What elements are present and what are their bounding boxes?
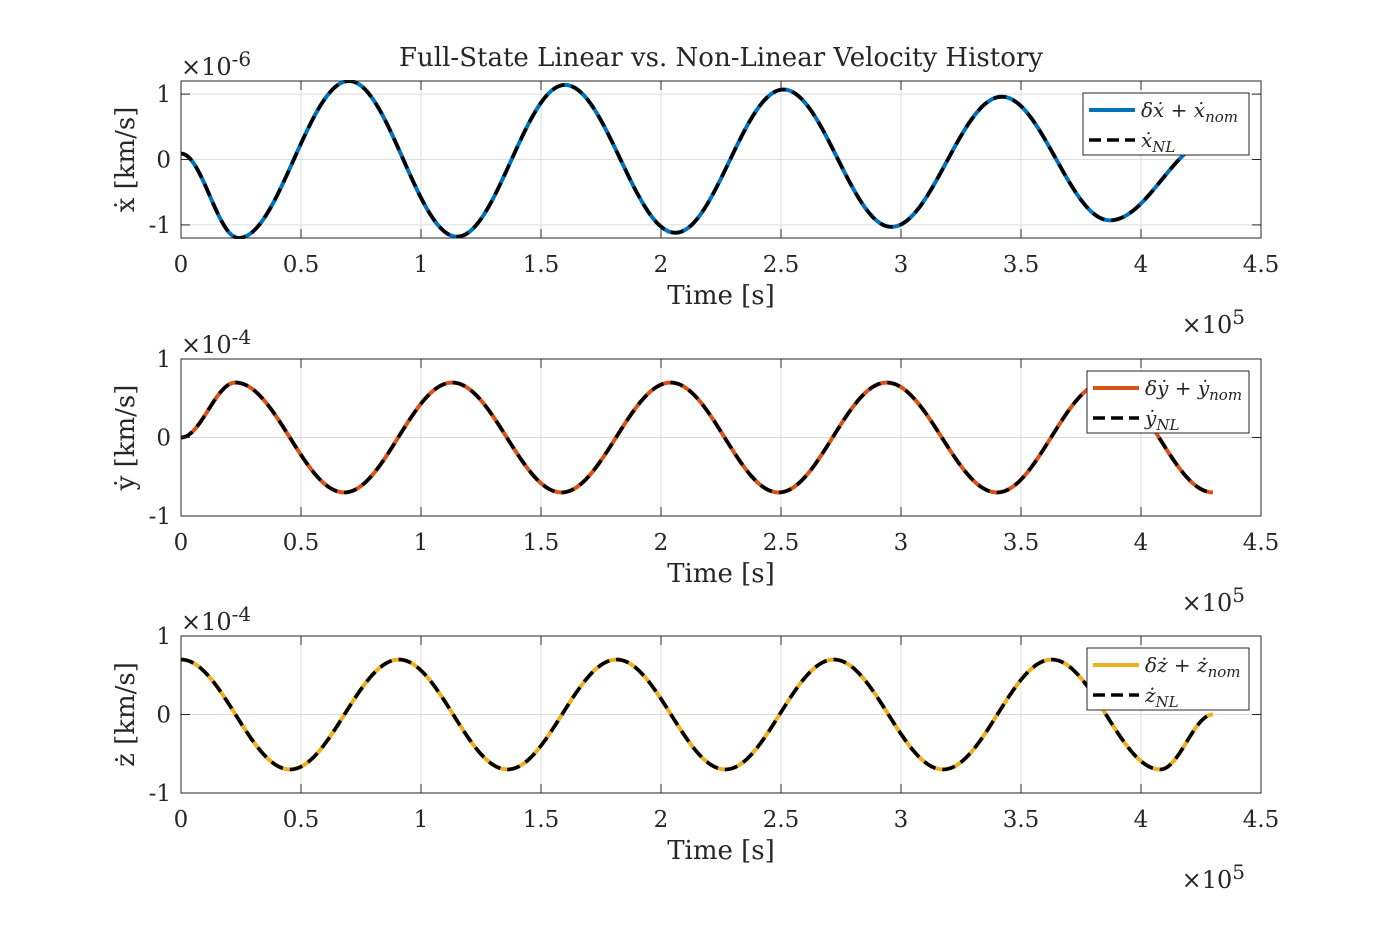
series-line-nonlinear [181, 380, 1214, 495]
y-tick-label: 0 [156, 148, 171, 174]
x-tick-label: 0 [174, 807, 189, 833]
x-tick-label: 0 [174, 252, 189, 278]
x-tick-label: 0.5 [283, 807, 320, 833]
x-tick-label: 0.5 [283, 530, 320, 556]
series-group [181, 380, 1214, 495]
y-axis-label: ẏ [km/s] [111, 385, 141, 492]
legend-subscript: nom [1209, 386, 1242, 404]
x-tick-label: 4.5 [1243, 252, 1280, 278]
series-line-nonlinear [181, 80, 1214, 239]
x-axis-label: Time [s] [667, 559, 775, 589]
x-exponent-power: 5 [1232, 305, 1245, 329]
legend-subscript: NL [1151, 138, 1175, 156]
y-tick-label: 1 [156, 82, 171, 108]
y-tick-label: -1 [149, 504, 171, 530]
legend-box [1086, 370, 1250, 434]
x-tick-label: 1 [414, 530, 429, 556]
x-tick-label: 0 [174, 530, 189, 556]
x-tick-label: 3.5 [1003, 807, 1040, 833]
y-tick-label: -1 [149, 213, 171, 239]
x-exponent-label: ×105 [1182, 305, 1245, 339]
x-axis-label: Time [s] [667, 836, 775, 866]
y-tick-label: -1 [149, 781, 171, 807]
x-exponent-power: 5 [1232, 860, 1245, 884]
x-tick-label: 4 [1134, 252, 1149, 278]
x-axis-label: Time [s] [667, 281, 775, 311]
legend-subscript: NL [1155, 693, 1179, 711]
y-tick-label: 1 [156, 347, 171, 373]
series-group [181, 80, 1214, 239]
legend-entry: δẋ + ẋnom [1141, 98, 1238, 126]
x-tick-label: 2.5 [763, 530, 800, 556]
legend-subscript: nom [1205, 108, 1238, 126]
x-tick-label: 3.5 [1003, 252, 1040, 278]
x-tick-label: 4 [1134, 530, 1149, 556]
x-tick-label: 3.5 [1003, 530, 1040, 556]
legend-box [1082, 92, 1250, 156]
x-tick-label: 2.5 [763, 807, 800, 833]
y-exponent-power: -6 [232, 47, 251, 71]
x-tick-label: 4.5 [1243, 807, 1280, 833]
figure-title: Full-State Linear vs. Non-Linear Velocit… [399, 43, 1043, 73]
x-tick-label: 2 [654, 252, 669, 278]
y-tick-label: 0 [156, 703, 171, 729]
x-tick-label: 2 [654, 530, 669, 556]
y-exponent-power: -4 [232, 602, 251, 626]
y-tick-label: 1 [156, 624, 171, 650]
x-tick-label: 1.5 [523, 807, 560, 833]
x-tick-label: 1.5 [523, 530, 560, 556]
y-tick-label: 0 [156, 426, 171, 452]
x-tick-label: 4 [1134, 807, 1149, 833]
legend-box [1086, 647, 1250, 711]
legend-entry: δẏ + ẏnom [1145, 376, 1242, 404]
x-tick-label: 1.5 [523, 252, 560, 278]
x-exponent-label: ×105 [1182, 583, 1245, 617]
x-tick-label: 3 [894, 252, 909, 278]
x-exponent-power: 5 [1232, 583, 1245, 607]
x-tick-label: 0.5 [283, 252, 320, 278]
x-tick-label: 1 [414, 252, 429, 278]
x-tick-label: 3 [894, 530, 909, 556]
x-tick-label: 3 [894, 807, 909, 833]
y-axis-label: ẋ [km/s] [111, 107, 141, 213]
x-tick-label: 2.5 [763, 252, 800, 278]
x-tick-label: 1 [414, 807, 429, 833]
y-axis-label: ż [km/s] [111, 662, 141, 767]
legend-subscript: nom [1208, 663, 1241, 681]
legend-subscript: NL [1155, 416, 1179, 434]
x-tick-label: 4.5 [1243, 530, 1280, 556]
y-exponent-power: -4 [232, 325, 251, 349]
x-tick-label: 2 [654, 807, 669, 833]
